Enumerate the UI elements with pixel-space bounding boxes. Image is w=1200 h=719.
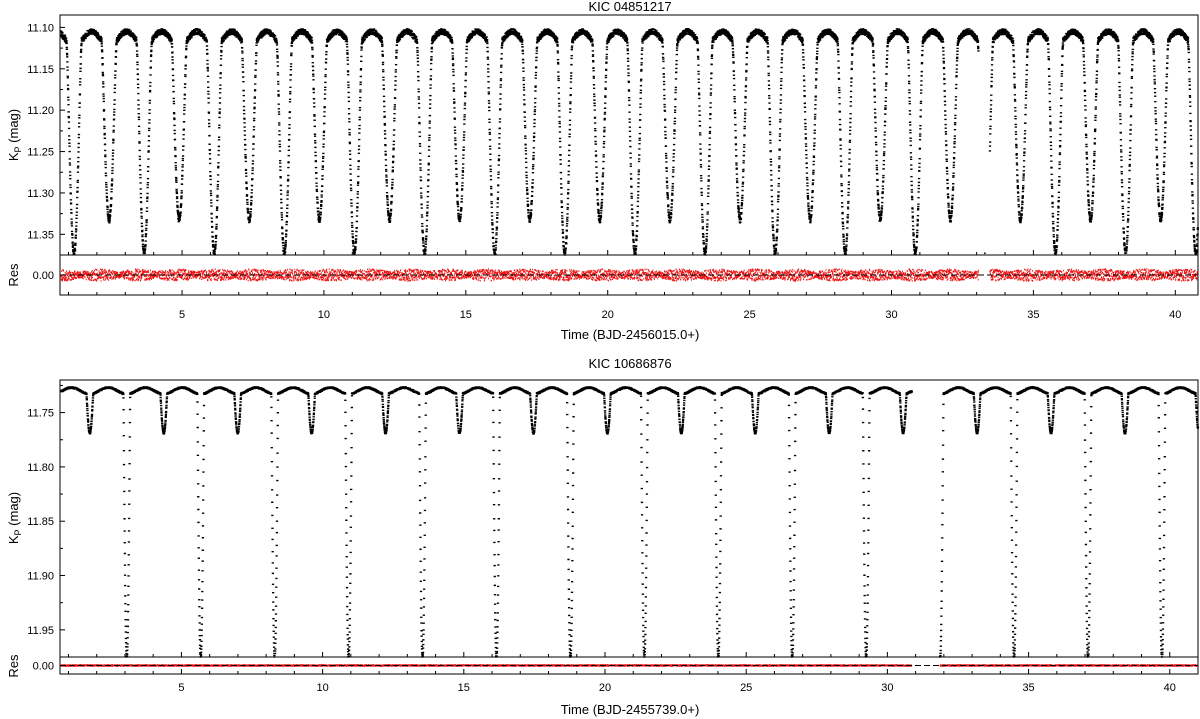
x-tick-label: 10 [318,309,330,321]
y-tick-label: 11.20 [27,105,54,117]
x-tick-label: 40 [1164,682,1176,694]
x-tick-label: 35 [1022,682,1034,694]
y-axis-label-subscript: P [13,146,23,152]
axes: 5 10 15 20 25 30 35 40 11.10 11.15 11.20 11.25 11.30… [27,22,1181,321]
svg-text:KP (mag): KP (mag) [6,492,23,544]
primary-eclipse-minimum [495,656,497,658]
x-axis-label: Time (BJD-2455739.0+) [561,702,700,717]
residual-y-tick-label: 0.00 [33,661,54,673]
light-curve-points [59,28,1200,256]
primary-eclipse-minimum [142,252,145,255]
y-tick-label: 11.80 [27,462,54,474]
primary-eclipse-minimum [864,656,867,658]
primary-eclipse-minimum [1012,656,1015,658]
primary-eclipse-minimum [633,252,636,255]
primary-eclipse-minimum [347,656,349,658]
primary-eclipse-minimum [983,252,986,255]
y-axis-label-main: K [6,535,21,544]
y-axis-label: KP (mag) [6,492,23,544]
main-plot-frame [59,379,1199,658]
x-tick-label: 20 [599,682,611,694]
primary-eclipse-minimum [1124,252,1126,255]
y-tick-label: 11.10 [27,22,54,34]
primary-eclipse-minimum [1086,656,1089,658]
residual-y-tick-label: 0.00 [33,270,54,282]
x-tick-label: 30 [885,309,897,321]
primary-eclipse-minimum [703,252,706,255]
light-curve-series [59,28,1200,256]
y-axis-label-unit: (mag) [6,492,21,530]
primary-eclipse-minimum [421,656,423,658]
y-tick-label: 11.35 [27,229,54,241]
x-tick-label: 35 [1027,309,1039,321]
y-tick-label: 11.95 [27,625,54,637]
x-tick-label: 25 [740,682,752,694]
primary-eclipse-minimum [493,252,496,255]
light-curve-series [59,386,1200,658]
x-tick-label: 10 [316,682,328,694]
y-axis-label-subscript: P [13,529,23,535]
primary-eclipse-minimum [199,656,202,658]
x-tick-label: 15 [460,309,472,321]
residual-series [60,664,1199,667]
primary-eclipse-minimum [72,252,75,255]
x-tick-label: 30 [881,682,893,694]
primary-eclipse-minimum [283,252,285,255]
primary-eclipse-minimum [1160,656,1163,658]
x-tick-label: 40 [1169,309,1181,321]
x-tick-label: 20 [602,309,614,321]
panel-kic-10686876: KIC 10686876 5 10 15 20 25 30 35 40 11.75 11.80 11… [6,356,1200,717]
primary-eclipse-minimum [569,656,571,658]
y-tick-label: 11.75 [27,408,54,420]
y-tick-label: 11.15 [27,64,54,76]
y-tick-label: 11.25 [27,147,54,159]
primary-eclipse-minimum [643,656,645,658]
primary-eclipse-minimum [938,656,941,658]
primary-eclipse-minimum [717,656,719,658]
primary-eclipse-minimum [563,252,566,255]
y-tick-label: 11.90 [27,571,54,583]
y-axis-label-unit: (mag) [6,109,21,147]
x-tick-label: 25 [743,309,755,321]
primary-eclipse-minimum [125,656,128,658]
primary-eclipse-minimum [423,252,426,255]
light-curve-points [59,386,1200,658]
chart-title: KIC 10686876 [588,356,671,371]
x-tick-label: 5 [178,682,184,694]
y-axis-label-main: K [6,152,21,161]
x-tick-label: 5 [179,309,185,321]
chart-title: KIC 04851217 [588,0,671,14]
primary-eclipse-minimum [791,656,793,658]
primary-eclipse-minimum [353,252,355,255]
svg-text:KP (mag): KP (mag) [6,109,23,161]
x-tick-label: 15 [458,682,470,694]
axes: 5 10 15 20 25 30 35 40 11.75 11.80 11.85 11.90 11.95… [27,384,1199,694]
primary-eclipse-minimum [212,252,215,255]
primary-eclipse-minimum [1194,252,1197,255]
primary-eclipse-minimum [1054,252,1056,255]
y-tick-label: 11.85 [27,516,54,528]
y-tick-label: 11.30 [27,188,54,200]
residual-axis-label: Res [6,263,21,287]
y-axis-label: KP (mag) [6,109,23,161]
primary-eclipse-minimum [773,252,776,255]
residual-axis-label: Res [6,654,21,678]
primary-eclipse-minimum [843,252,846,255]
primary-eclipse-minimum [273,656,276,658]
primary-eclipse-minimum [913,252,916,255]
panel-kic-04851217: KIC 04851217 5 10 15 20 25 30 35 40 11.10 11.15 11… [6,0,1200,342]
residual-series [60,268,1199,282]
x-axis-label: Time (BJD-2456015.0+) [561,327,700,342]
